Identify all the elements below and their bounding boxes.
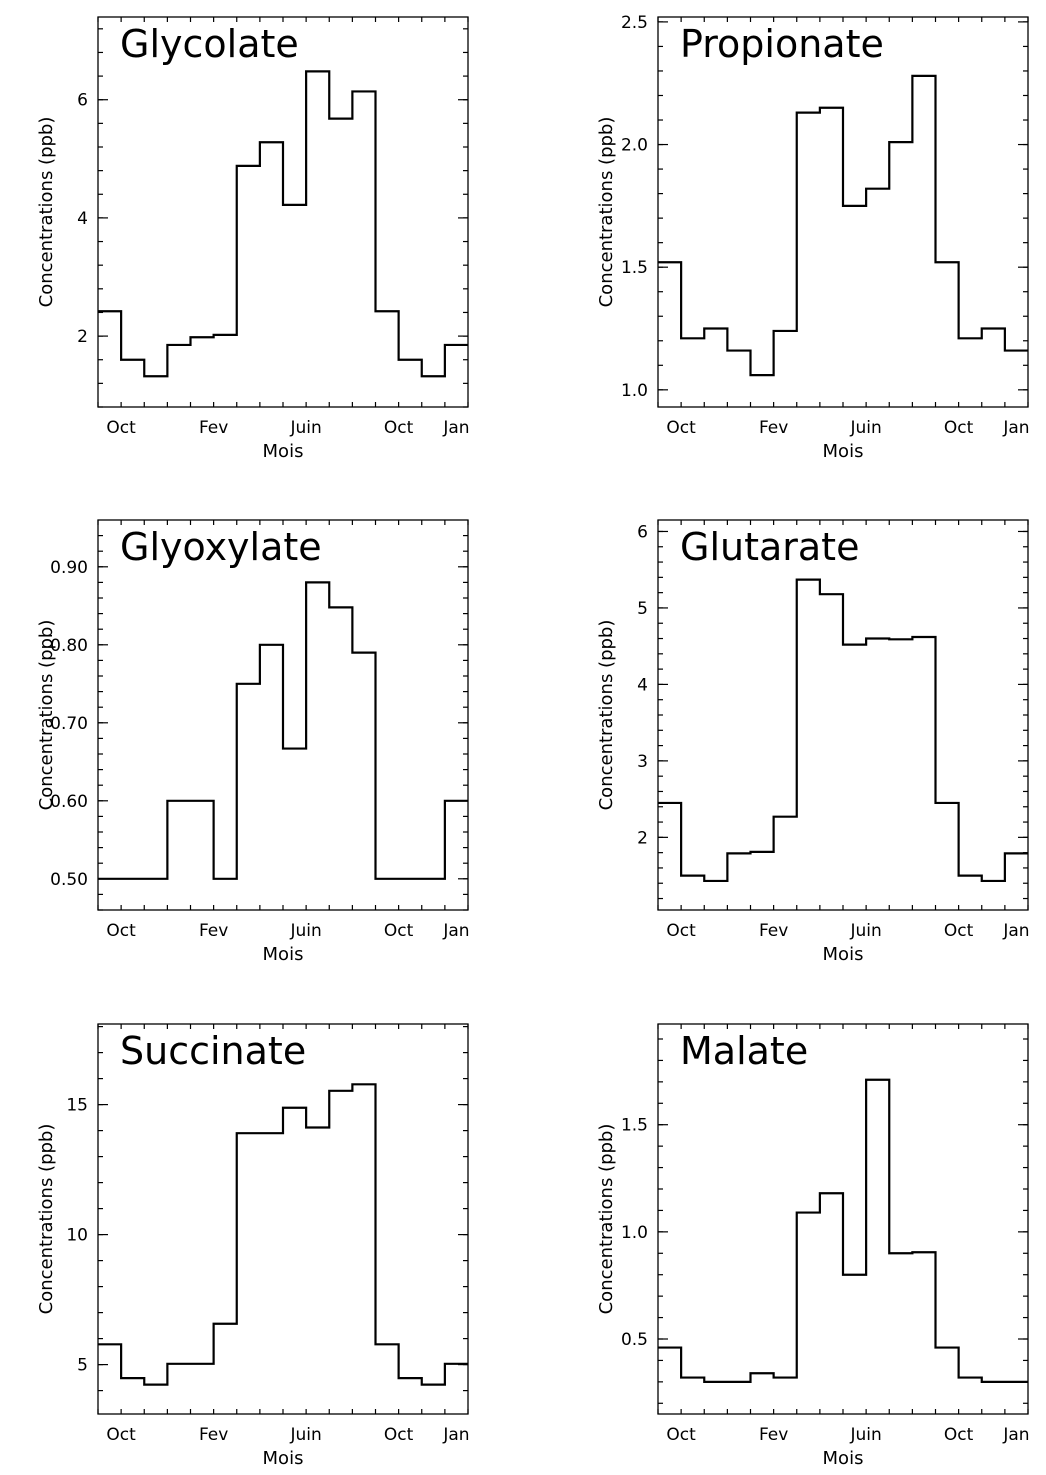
series-step-line [98, 581, 468, 880]
y-axis-label: Concentrations (ppb) [596, 1124, 617, 1315]
y-axis-label: Concentrations (ppb) [36, 117, 57, 308]
x-tick-label: Jan [442, 418, 469, 438]
x-tick-label: Juin [289, 418, 321, 438]
x-axis-label: Mois [823, 1448, 864, 1469]
y-tick-label: 2.0 [621, 136, 648, 156]
y-tick-label: 2 [637, 828, 648, 848]
chart-title: Glycolate [120, 22, 299, 66]
x-axis-label: Mois [823, 944, 864, 965]
chart-title: Propionate [680, 22, 884, 66]
x-tick-label: Fev [199, 921, 228, 941]
x-tick-label: Oct [106, 921, 136, 941]
x-axis-label: Mois [823, 441, 864, 462]
x-tick-label: Jan [1002, 921, 1029, 941]
x-tick-label: Juin [849, 921, 881, 941]
x-tick-label: Jan [1002, 1425, 1029, 1445]
x-tick-label: Oct [944, 418, 974, 438]
panel-glutarate: 2 3 4 5 6 Oct Fev Juin Oct Jan Mois Concentrations … [596, 519, 1030, 965]
chart-title: Glyoxylate [120, 525, 322, 569]
y-axis-label: Concentrations (ppb) [596, 620, 617, 811]
y-axis-label: Concentrations (ppb) [36, 620, 57, 811]
y-tick-label: 0.5 [621, 1330, 648, 1350]
series-step-line [658, 578, 1028, 883]
y-axis-label: Concentrations (ppb) [36, 1124, 57, 1315]
y-tick-label: 2.5 [621, 13, 648, 33]
plot-frame [657, 519, 1029, 911]
chart-title: Succinate [120, 1029, 306, 1073]
x-tick-label: Oct [384, 1425, 414, 1445]
x-axis-label: Mois [263, 441, 304, 462]
x-tick-label: Fev [199, 418, 228, 438]
plot-frame [97, 1023, 469, 1415]
x-tick-label: Fev [199, 1425, 228, 1445]
series-step-line [658, 74, 1028, 377]
panel-succinate: 5 10 15 Oct Fev Juin Oct Jan Mois Concentrations … [36, 1023, 470, 1469]
y-tick-label: 6 [77, 91, 88, 111]
x-tick-label: Oct [944, 921, 974, 941]
x-tick-label: Fev [759, 921, 788, 941]
y-tick-label: 0.80 [50, 636, 88, 656]
y-tick-label: 5 [637, 599, 648, 619]
y-tick-label: 1.0 [621, 1223, 648, 1243]
panel-glyoxylate: 0.50 0.60 0.70 0.80 0.90 Oct Fev Juin Oct Jan Mois… [36, 519, 470, 965]
y-tick-label: 2 [77, 327, 88, 347]
y-tick-label: 0.50 [50, 870, 88, 890]
y-tick-label: 0.70 [50, 714, 88, 734]
panel-malate: 0.5 1.0 1.5 Oct Fev Juin Oct Jan Mois Concentrati… [596, 1023, 1030, 1469]
y-tick-label: 15 [66, 1096, 88, 1116]
y-axis-label: Concentrations (ppb) [596, 117, 617, 308]
series-step-line [98, 70, 468, 378]
x-tick-label: Oct [106, 418, 136, 438]
x-tick-label: Juin [849, 1425, 881, 1445]
panel-glycolate: 2 4 6 Oct Fev Juin Oct Jan Mois Concentrations (p… [36, 16, 470, 462]
x-tick-label: Jan [442, 921, 469, 941]
x-tick-label: Oct [666, 921, 696, 941]
y-tick-label: 3 [637, 752, 648, 772]
y-tick-label: 0.90 [50, 558, 88, 578]
x-tick-label: Oct [384, 418, 414, 438]
y-tick-label: 1.5 [621, 1116, 648, 1136]
x-tick-label: Oct [106, 1425, 136, 1445]
x-axis-label: Mois [263, 1448, 304, 1469]
x-tick-label: Fev [759, 1425, 788, 1445]
series-step-line [658, 1078, 1028, 1383]
panel-propionate: 1.0 1.5 2.0 2.5 Oct Fev Juin Oct Jan Mois Concentr… [596, 13, 1030, 462]
y-tick-label: 10 [66, 1226, 88, 1246]
x-tick-label: Jan [442, 1425, 469, 1445]
x-tick-label: Juin [849, 418, 881, 438]
x-tick-label: Juin [289, 921, 321, 941]
plot-frame [657, 16, 1029, 408]
y-tick-label: 1.0 [621, 381, 648, 401]
x-axis-label: Mois [263, 944, 304, 965]
x-tick-label: Jan [1002, 418, 1029, 438]
y-tick-label: 4 [637, 675, 648, 695]
x-tick-label: Oct [944, 1425, 974, 1445]
y-tick-label: 6 [637, 522, 648, 542]
x-tick-label: Oct [384, 921, 414, 941]
x-tick-label: Juin [289, 1425, 321, 1445]
series-step-line [98, 1083, 468, 1386]
y-tick-label: 4 [77, 209, 88, 229]
plot-frame [97, 16, 469, 408]
y-tick-label: 5 [77, 1356, 88, 1376]
x-tick-label: Oct [666, 1425, 696, 1445]
chart-title: Glutarate [680, 525, 859, 569]
x-tick-label: Oct [666, 418, 696, 438]
x-tick-label: Fev [759, 418, 788, 438]
y-tick-label: 0.60 [50, 792, 88, 812]
y-tick-label: 1.5 [621, 258, 648, 278]
chart-title: Malate [680, 1029, 808, 1073]
